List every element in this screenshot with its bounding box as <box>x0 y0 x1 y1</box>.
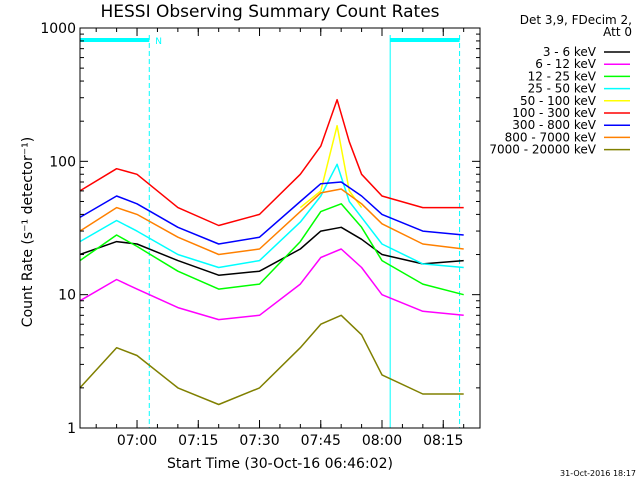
x-tick-label-4: 08:00 <box>362 433 402 449</box>
x-tick-label-5: 08:15 <box>423 433 463 449</box>
series-line-0 <box>79 226 464 276</box>
x-tick-label-2: 07:30 <box>239 433 279 449</box>
x-tick-label-3: 07:45 <box>301 433 341 449</box>
legend-label-2: 12 - 25 keV <box>528 69 597 83</box>
series-line-3 <box>79 163 464 269</box>
y-tick-label-3: 1000 <box>40 21 76 37</box>
y-axis-label: Count Rate (s⁻¹ detector⁻¹) <box>20 137 36 327</box>
x-tick-label-1: 07:15 <box>178 433 218 449</box>
plot-area: N <box>79 35 464 428</box>
series-line-1 <box>79 248 464 321</box>
night-marker-n: N <box>155 37 162 47</box>
x-axis-label: Start Time (30-Oct-16 06:46:02) <box>167 456 393 472</box>
legend-label-4: 50 - 100 keV <box>520 94 597 108</box>
series-line-5 <box>79 98 464 227</box>
chart-title: HESSI Observing Summary Count Rates <box>100 2 439 22</box>
y-tick-label-1: 10 <box>58 288 76 304</box>
legend-label-3: 25 - 50 keV <box>528 82 597 96</box>
legend-label-8: 7000 - 20000 keV <box>489 143 596 157</box>
series-line-2 <box>79 203 464 296</box>
legend-label-5: 100 - 300 keV <box>512 106 596 120</box>
y-tick-label-0: 1 <box>67 421 76 437</box>
legend-label-0: 3 - 6 keV <box>543 45 597 59</box>
y-tick-label-2: 100 <box>49 154 76 170</box>
series-line-8 <box>79 314 464 406</box>
footer-date: 31-Oct-2016 18:17 <box>560 469 636 478</box>
legend-header-1: Att 0 <box>603 25 632 39</box>
legend-label-6: 300 - 800 keV <box>512 118 596 132</box>
x-tick-label-0: 07:00 <box>117 433 157 449</box>
series-line-7 <box>79 188 464 256</box>
series-line-4 <box>299 124 363 209</box>
axes: 1 10 100 1000 07:00 07:15 07:30 07:45 08:00 08:15 <box>40 21 481 449</box>
legend-header-0: Det 3,9, FDecim 2, <box>520 13 632 27</box>
legend-label-7: 800 - 7000 keV <box>505 130 597 144</box>
legend-label-1: 6 - 12 keV <box>535 57 597 71</box>
series-line-6 <box>79 181 464 245</box>
